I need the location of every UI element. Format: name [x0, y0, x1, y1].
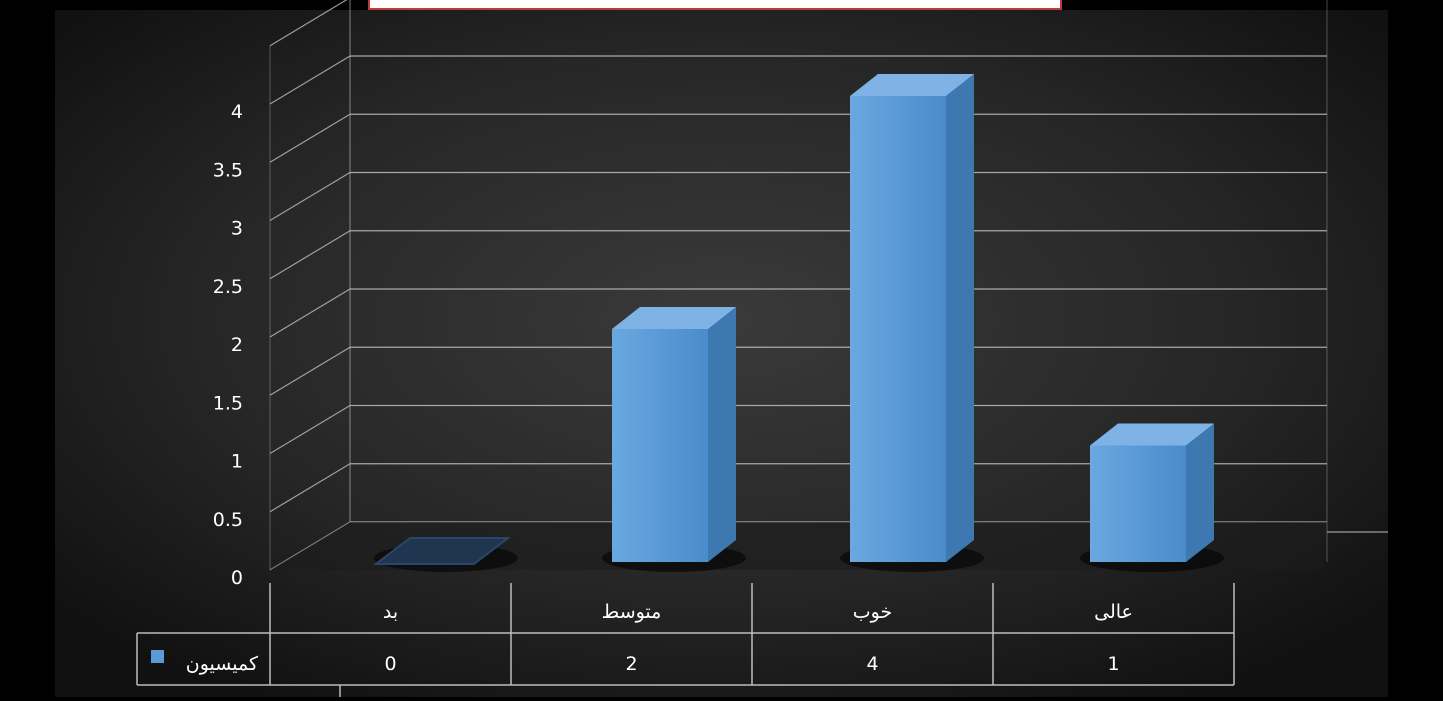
y-tick-label: 0.5: [213, 509, 243, 531]
bar: [850, 96, 946, 562]
x-category-label: عالی: [1094, 601, 1133, 623]
y-tick-label: 1: [231, 451, 243, 473]
bar: [373, 537, 511, 565]
bar-side: [1186, 423, 1214, 562]
bar-side: [708, 307, 736, 562]
gridline-diagonal: [269, 171, 351, 222]
x-category-label: بد: [383, 601, 398, 623]
x-category-label: خوب: [853, 601, 892, 623]
bars: [373, 74, 1224, 572]
legend-swatch: [151, 650, 164, 663]
data-table: بد متوسط خوب عالی 0 2 4 1 کمیسیون: [136, 583, 1235, 697]
gridline-diagonal: [269, 463, 351, 513]
gridlines: [269, 0, 1328, 571]
y-tick-label: 3: [231, 218, 243, 240]
y-axis-ticks: 0 0.5 1 1.5 2 2.5 3 3.5 4: [213, 101, 243, 589]
data-table-value: 2: [625, 653, 637, 675]
bar-top: [850, 74, 974, 96]
bar-top: [612, 307, 736, 329]
gridline-diagonal: [269, 113, 351, 163]
data-table-value: 0: [384, 653, 396, 675]
bar-top: [1090, 423, 1214, 446]
gridline-diagonal: [269, 55, 351, 105]
y-tick-label: 2.5: [213, 276, 243, 298]
y-tick-label: 2: [231, 334, 243, 356]
bar: [1090, 445, 1186, 562]
gridline-diagonal: [269, 404, 351, 455]
y-tick-label: 1.5: [213, 392, 243, 414]
y-tick-label: 4: [231, 101, 243, 123]
gridline-diagonal: [269, 0, 348, 47]
bar: [612, 329, 708, 562]
data-table-value: 1: [1107, 653, 1119, 675]
gridline-diagonal: [269, 288, 351, 338]
plot-floor: [270, 522, 1327, 570]
title-frame: [368, 0, 1062, 10]
floor-plane: [270, 522, 1327, 570]
y-tick-label: 0: [231, 567, 243, 589]
data-table-value: 4: [866, 653, 878, 675]
bar-side: [946, 74, 974, 562]
gridline-diagonal: [269, 230, 351, 280]
x-category-label: متوسط: [602, 601, 662, 623]
gridline-diagonal: [269, 346, 351, 396]
legend-series-label: کمیسیون: [186, 653, 259, 675]
y-tick-label: 3.5: [213, 159, 243, 181]
